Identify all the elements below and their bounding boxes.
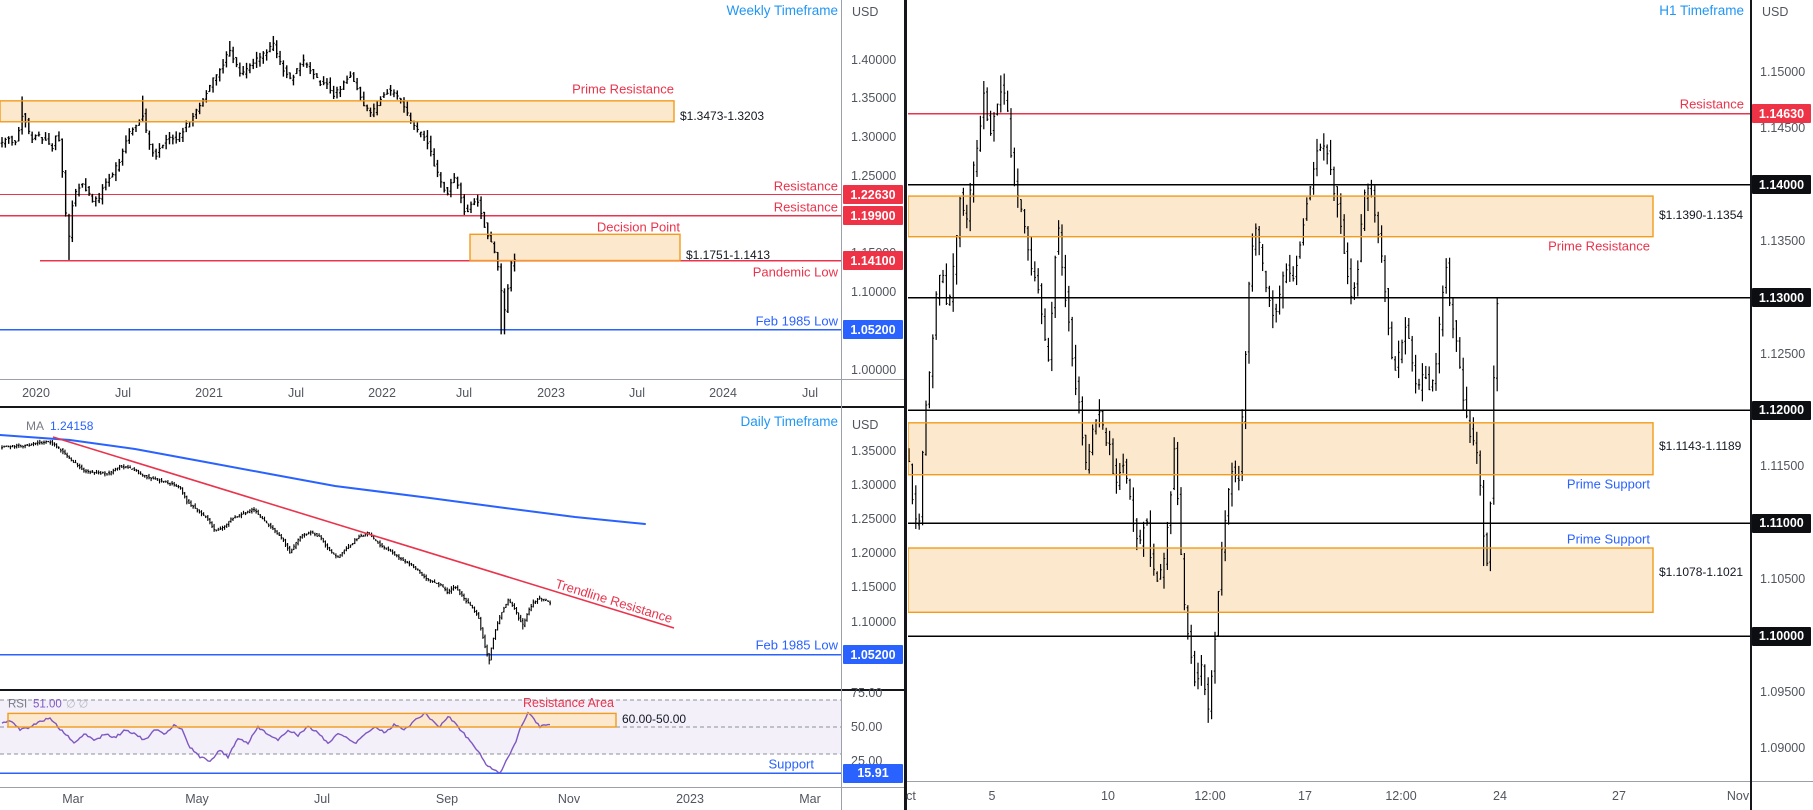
ma-line	[0, 434, 646, 525]
daily-chart-plot[interactable]	[0, 408, 841, 690]
left-price-axis-border	[841, 0, 842, 810]
decision-point-zone	[470, 234, 680, 261]
weekly-time-strip-top-border	[0, 379, 905, 380]
panel-column-divider	[904, 0, 907, 810]
weekly-daily-divider	[0, 406, 905, 408]
weekly-time-axis[interactable]	[0, 380, 841, 408]
h1-prime-resistance-zone	[908, 196, 1653, 237]
weekly-axis-currency: USD	[852, 5, 879, 19]
daily-axis-currency: USD	[852, 418, 879, 432]
daily-timeframe-title: Daily Timeframe	[740, 414, 838, 429]
h1-price-axis[interactable]	[1750, 0, 1813, 782]
h1-time-strip-top-border	[905, 781, 1813, 782]
daily-time-axis[interactable]	[0, 788, 841, 810]
weekly-timeframe-title: Weekly Timeframe	[726, 3, 838, 18]
daily-price-axis[interactable]	[841, 408, 905, 788]
h1-axis-currency: USD	[1762, 5, 1789, 19]
rsi-resistance-area-zone	[8, 713, 616, 727]
rsi-pane-plot[interactable]	[0, 690, 841, 788]
weekly-chart-plot[interactable]	[0, 0, 841, 380]
weekly-price-axis[interactable]	[841, 0, 905, 380]
h1-timeframe-title: H1 Timeframe	[1659, 3, 1744, 18]
prime-resistance-zone	[0, 100, 674, 122]
daily-time-strip-top-border	[0, 787, 905, 788]
h1-prime-support-zone-2	[908, 548, 1653, 613]
h1-prime-support-zone-1	[908, 422, 1653, 475]
trendline-resistance	[52, 436, 675, 629]
h1-chart-plot[interactable]	[908, 0, 1750, 782]
h1-time-axis[interactable]	[908, 782, 1750, 810]
daily-rsi-divider	[0, 689, 905, 691]
h1-price-axis-border	[1750, 0, 1752, 810]
